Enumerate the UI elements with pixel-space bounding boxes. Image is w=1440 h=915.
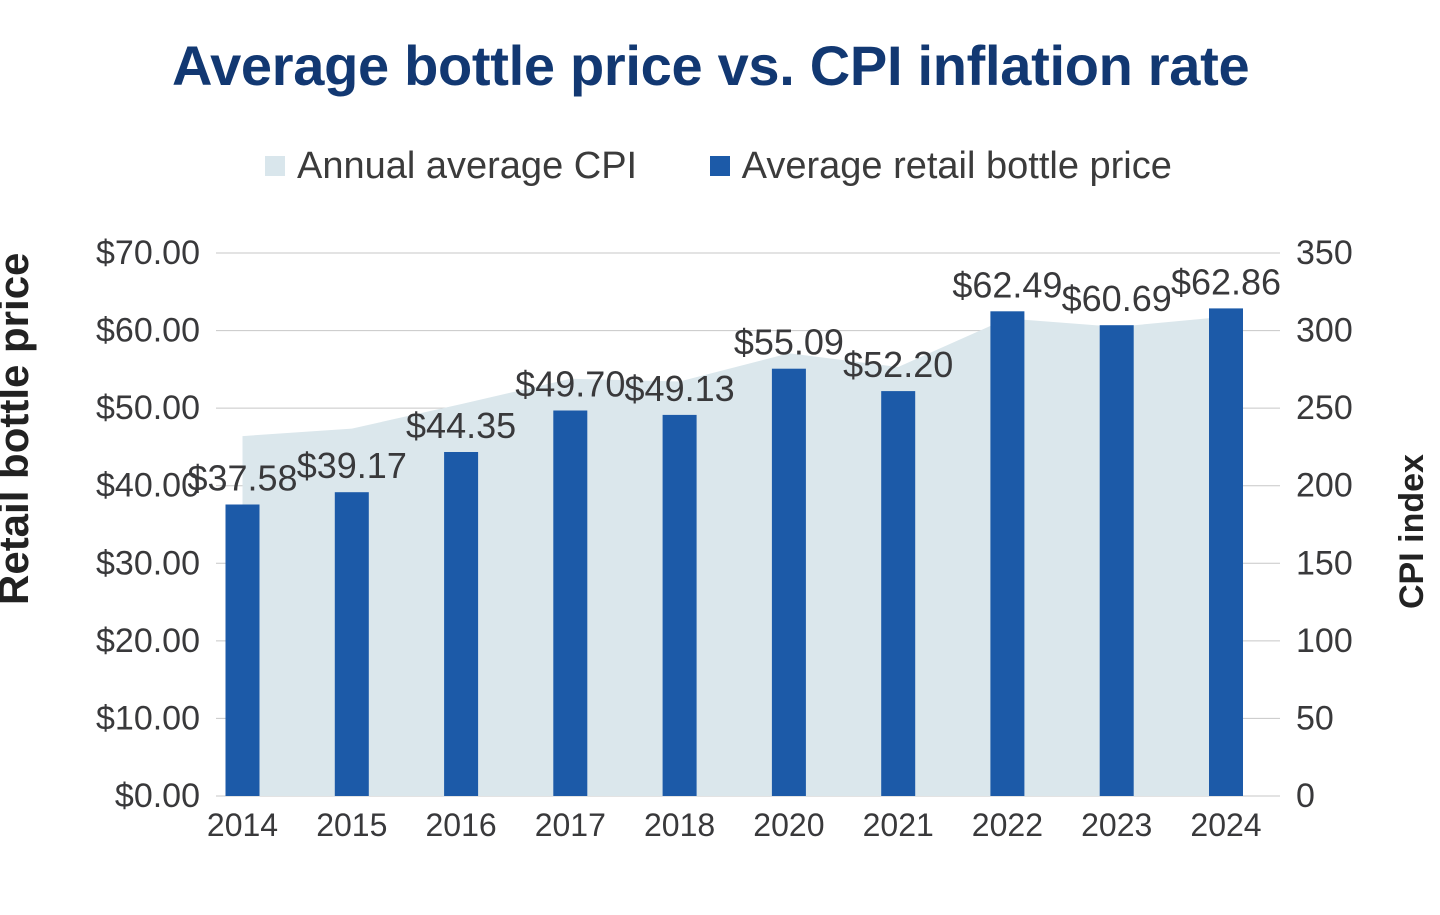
svg-text:$70.00: $70.00 bbox=[96, 234, 200, 272]
svg-text:0: 0 bbox=[1296, 777, 1315, 815]
svg-text:$49.70: $49.70 bbox=[515, 364, 625, 405]
svg-text:300: 300 bbox=[1296, 312, 1353, 350]
svg-text:250: 250 bbox=[1296, 389, 1353, 427]
svg-text:100: 100 bbox=[1296, 622, 1353, 660]
svg-text:150: 150 bbox=[1296, 544, 1353, 582]
svg-text:2018: 2018 bbox=[644, 807, 715, 843]
svg-text:$10.00: $10.00 bbox=[96, 699, 200, 737]
svg-text:$20.00: $20.00 bbox=[96, 622, 200, 660]
svg-text:2017: 2017 bbox=[535, 807, 606, 843]
svg-text:2021: 2021 bbox=[863, 807, 934, 843]
svg-text:2024: 2024 bbox=[1190, 807, 1261, 843]
svg-text:$0.00: $0.00 bbox=[115, 777, 200, 815]
svg-text:$30.00: $30.00 bbox=[96, 544, 200, 582]
svg-text:200: 200 bbox=[1296, 467, 1353, 505]
svg-text:$62.49: $62.49 bbox=[952, 264, 1062, 305]
svg-text:$62.86: $62.86 bbox=[1171, 261, 1281, 302]
svg-text:$39.17: $39.17 bbox=[297, 445, 407, 486]
svg-text:$50.00: $50.00 bbox=[96, 389, 200, 427]
svg-text:2016: 2016 bbox=[426, 807, 497, 843]
svg-text:50: 50 bbox=[1296, 699, 1334, 737]
svg-text:$37.58: $37.58 bbox=[187, 458, 297, 499]
svg-text:350: 350 bbox=[1296, 234, 1353, 272]
svg-text:2023: 2023 bbox=[1081, 807, 1152, 843]
svg-text:$49.13: $49.13 bbox=[625, 368, 735, 409]
svg-text:2014: 2014 bbox=[207, 807, 278, 843]
svg-text:2022: 2022 bbox=[972, 807, 1043, 843]
svg-text:$60.00: $60.00 bbox=[96, 312, 200, 350]
svg-text:2020: 2020 bbox=[753, 807, 824, 843]
svg-text:$55.09: $55.09 bbox=[734, 322, 844, 363]
svg-text:$52.20: $52.20 bbox=[843, 344, 953, 385]
svg-text:$40.00: $40.00 bbox=[96, 467, 200, 505]
svg-text:2015: 2015 bbox=[316, 807, 387, 843]
svg-text:$44.35: $44.35 bbox=[406, 405, 516, 446]
svg-text:$60.69: $60.69 bbox=[1062, 278, 1172, 319]
